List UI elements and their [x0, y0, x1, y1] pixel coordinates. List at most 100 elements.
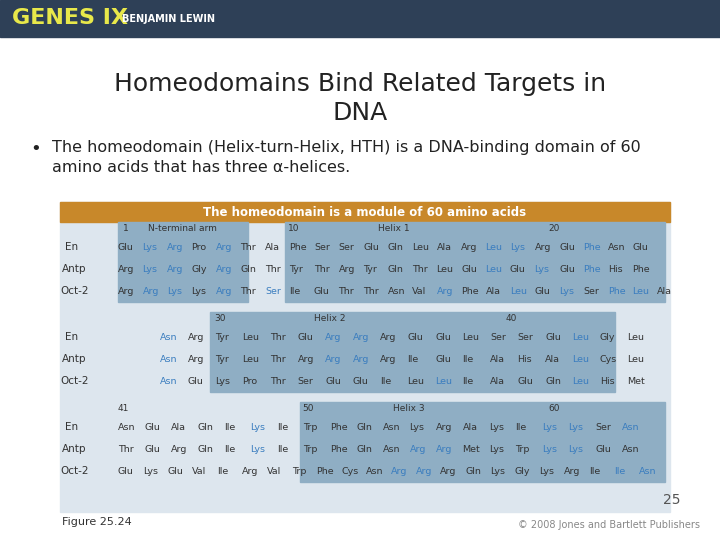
Text: 40: 40: [506, 314, 518, 323]
Text: Trp: Trp: [292, 467, 306, 476]
Text: Arg: Arg: [171, 444, 187, 454]
Text: Ile: Ile: [516, 422, 527, 431]
Text: Glu: Glu: [118, 467, 134, 476]
Text: Gln: Gln: [356, 422, 372, 431]
Text: Arg: Arg: [436, 444, 452, 454]
Text: Leu: Leu: [462, 333, 480, 341]
Text: Arg: Arg: [143, 287, 159, 295]
Text: Ser: Ser: [314, 242, 330, 252]
Text: 30: 30: [214, 314, 225, 323]
Text: Asn: Asn: [639, 467, 657, 476]
Text: Glu: Glu: [118, 242, 134, 252]
Text: Asn: Asn: [160, 333, 178, 341]
Text: Thr: Thr: [240, 287, 256, 295]
Text: Arg: Arg: [167, 242, 184, 252]
Text: GENES IX: GENES IX: [12, 9, 128, 29]
Text: Glu: Glu: [187, 376, 203, 386]
Text: Thr: Thr: [314, 265, 330, 273]
Text: The homeodomain (Helix-turn-Helix, HTH) is a DNA-binding domain of 60
amino acid: The homeodomain (Helix-turn-Helix, HTH) …: [52, 140, 641, 175]
Text: Phe: Phe: [289, 242, 307, 252]
Text: Leu: Leu: [243, 333, 259, 341]
Text: Phe: Phe: [583, 265, 601, 273]
Text: Pro: Pro: [243, 376, 258, 386]
Text: Glu: Glu: [510, 265, 526, 273]
Text: Glu: Glu: [559, 265, 575, 273]
Text: Ala: Ala: [171, 422, 186, 431]
Text: Lys: Lys: [489, 444, 504, 454]
Text: Gln: Gln: [387, 265, 403, 273]
Text: Thr: Thr: [363, 287, 379, 295]
Text: Met: Met: [628, 376, 645, 386]
Text: Arg: Arg: [415, 467, 432, 476]
Text: Thr: Thr: [412, 265, 428, 273]
Bar: [285, 222, 665, 302]
Text: Leu: Leu: [572, 354, 590, 363]
Text: Ile: Ile: [217, 467, 228, 476]
Text: 60: 60: [548, 404, 559, 413]
Text: Asn: Asn: [621, 444, 639, 454]
Text: Cys: Cys: [600, 354, 617, 363]
Text: His: His: [608, 265, 623, 273]
Text: Ser: Ser: [490, 333, 506, 341]
Text: Lys: Lys: [539, 467, 554, 476]
Text: Trp: Trp: [516, 444, 530, 454]
Text: Glu: Glu: [461, 265, 477, 273]
Text: Arg: Arg: [118, 265, 135, 273]
Text: Phe: Phe: [461, 287, 479, 295]
Text: Lys: Lys: [559, 287, 574, 295]
Text: Arg: Arg: [216, 242, 233, 252]
Text: His: His: [600, 376, 615, 386]
Text: Lys: Lys: [510, 242, 525, 252]
Text: Ser: Ser: [297, 376, 313, 386]
Text: Glu: Glu: [314, 287, 330, 295]
Text: Arg: Arg: [325, 333, 341, 341]
Text: Gln: Gln: [197, 444, 213, 454]
Text: Glu: Glu: [435, 333, 451, 341]
Text: Arg: Arg: [118, 287, 135, 295]
Text: Gly: Gly: [600, 333, 616, 341]
Text: Helix 3: Helix 3: [393, 404, 425, 413]
Text: Asn: Asn: [608, 242, 626, 252]
Text: 20: 20: [548, 224, 559, 233]
Text: Antp: Antp: [62, 444, 86, 454]
Text: Ile: Ile: [289, 287, 301, 295]
Text: Lys: Lys: [251, 444, 266, 454]
Text: Leu: Leu: [435, 376, 452, 386]
Text: Ile: Ile: [224, 422, 235, 431]
Text: Arg: Arg: [187, 333, 204, 341]
Text: Asn: Asn: [383, 422, 400, 431]
Text: Leu: Leu: [412, 242, 429, 252]
Text: Gln: Gln: [240, 265, 256, 273]
Text: Glu: Glu: [534, 287, 550, 295]
Text: BENJAMIN LEWIN: BENJAMIN LEWIN: [122, 14, 215, 24]
Text: Gln: Gln: [356, 444, 372, 454]
Text: Asn: Asn: [366, 467, 384, 476]
Text: Ala: Ala: [545, 354, 560, 363]
Text: Lys: Lys: [569, 444, 583, 454]
Text: Gly: Gly: [192, 265, 207, 273]
Text: Trp: Trp: [304, 422, 318, 431]
Text: Glu: Glu: [632, 242, 649, 252]
Text: Gln: Gln: [387, 242, 403, 252]
Text: Glu: Glu: [168, 467, 184, 476]
Text: Oct-2: Oct-2: [60, 466, 89, 476]
Text: Cys: Cys: [341, 467, 359, 476]
Text: Ile: Ile: [277, 422, 288, 431]
Text: Asn: Asn: [118, 422, 135, 431]
Text: Lys: Lys: [542, 422, 557, 431]
Text: The homeodomain is a module of 60 amino acids: The homeodomain is a module of 60 amino …: [204, 206, 526, 219]
Bar: [0, 0, 720, 37]
Text: Glu: Glu: [518, 376, 534, 386]
Text: Ala: Ala: [485, 287, 500, 295]
Bar: [300, 402, 665, 482]
Bar: [118, 222, 248, 302]
Text: Trp: Trp: [304, 444, 318, 454]
Text: Lys: Lys: [251, 422, 266, 431]
Text: Val: Val: [412, 287, 426, 295]
Text: Leu: Leu: [510, 287, 527, 295]
Text: Arg: Arg: [325, 354, 341, 363]
Text: Thr: Thr: [240, 242, 256, 252]
Text: Arg: Arg: [564, 467, 581, 476]
Text: Glu: Glu: [545, 333, 561, 341]
Text: Glu: Glu: [435, 354, 451, 363]
